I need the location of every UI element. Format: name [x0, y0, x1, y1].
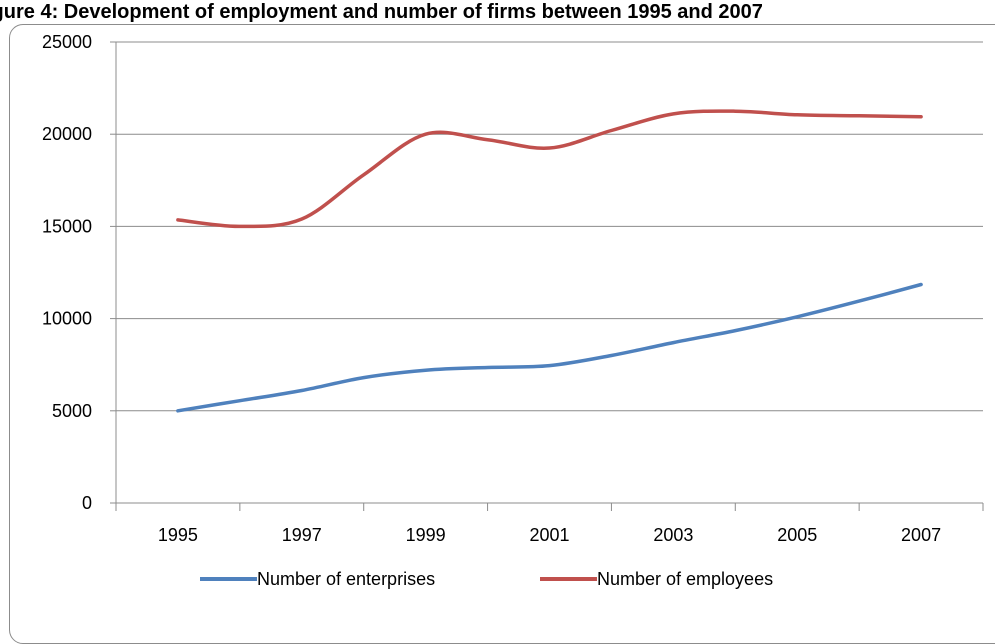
x-tick-label: 1995 — [158, 525, 198, 545]
y-tick-label: 25000 — [42, 32, 92, 52]
y-tick-label: 10000 — [42, 309, 92, 329]
y-tick-label: 15000 — [42, 216, 92, 236]
y-tick-label: 0 — [82, 493, 92, 513]
tick-labels: 0 5000 10000 15000 20000 25000 1995 1997 1999 200… — [42, 32, 941, 545]
line-chart: 0 5000 10000 15000 20000 25000 1995 1997 1999 200… — [42, 32, 984, 589]
x-tick-label: 2007 — [901, 525, 941, 545]
y-tick-label: 5000 — [52, 401, 92, 421]
series-lines — [176, 109, 923, 413]
series-line-number-of-employees — [176, 109, 923, 229]
y-tick-label: 20000 — [42, 124, 92, 144]
legend-label-number-of-employees: Number of employees — [597, 569, 773, 589]
chart-title: igure 4: Development of employment and n… — [0, 1, 763, 23]
x-tick-label: 2001 — [529, 525, 569, 545]
legend: Number of enterprises Number of employees — [200, 569, 773, 589]
x-tick-label: 1997 — [282, 525, 322, 545]
legend-label-number-of-enterprises: Number of enterprises — [257, 569, 435, 589]
x-tick-label: 1999 — [406, 525, 446, 545]
series-line-number-of-enterprises — [176, 282, 923, 413]
x-tick-label: 2003 — [653, 525, 693, 545]
gridlines — [116, 41, 983, 412]
x-tick-label: 2005 — [777, 525, 817, 545]
axes — [110, 41, 984, 511]
